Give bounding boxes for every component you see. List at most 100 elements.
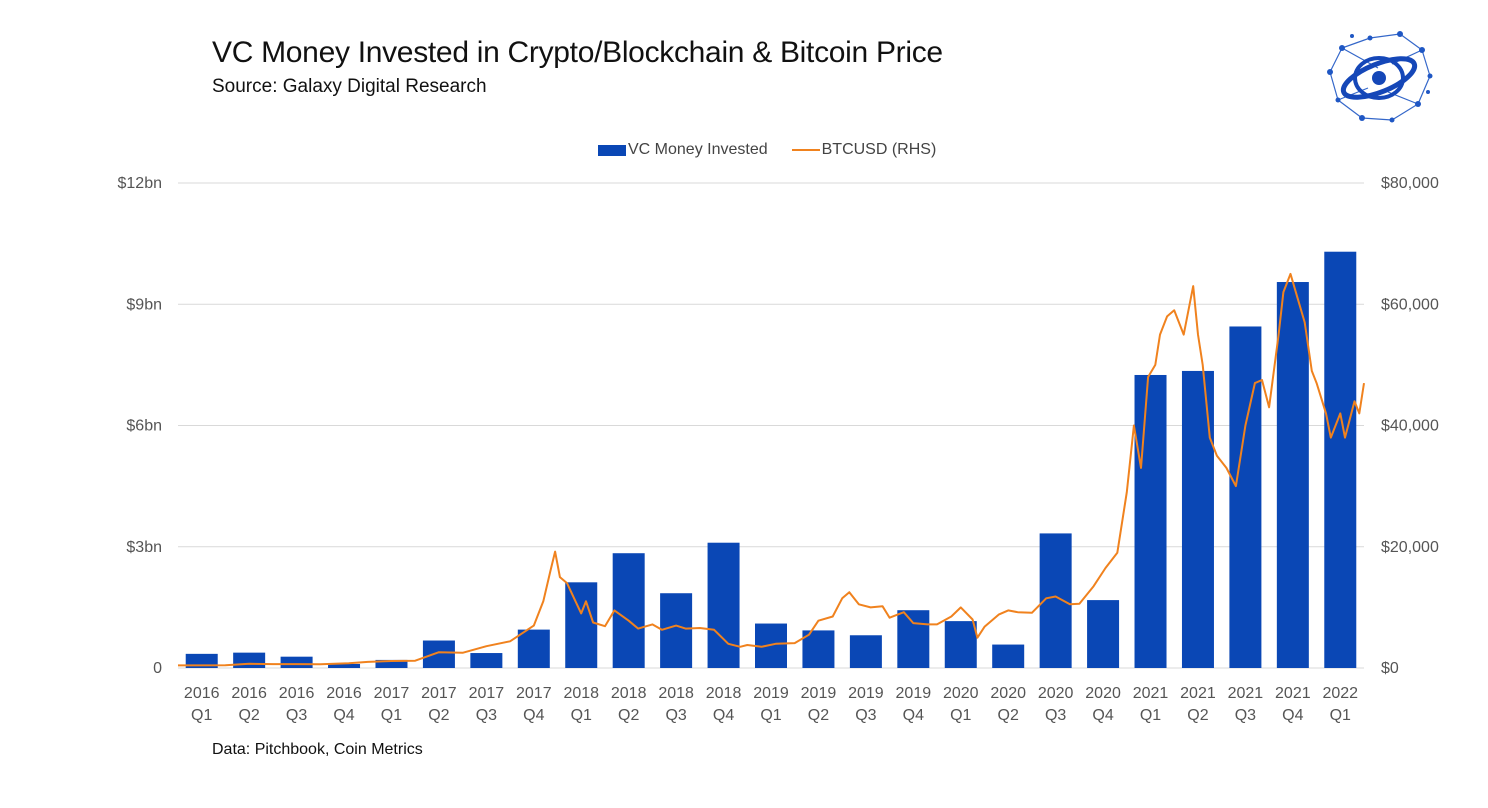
bar bbox=[1324, 251, 1357, 669]
left-axis: 0 $3bn $6bn $9bn $12bn bbox=[118, 175, 163, 677]
bar bbox=[1181, 370, 1214, 668]
x-tick-year: 2020 bbox=[1038, 685, 1074, 702]
x-tick-quarter: Q2 bbox=[428, 707, 449, 724]
x-tick-quarter: Q2 bbox=[618, 707, 639, 724]
x-tick-year: 2017 bbox=[469, 685, 505, 702]
x-tick-quarter: Q1 bbox=[950, 707, 971, 724]
left-tick-label: 0 bbox=[153, 660, 162, 677]
x-tick-quarter: Q4 bbox=[1282, 707, 1303, 724]
x-tick-year: 2019 bbox=[753, 685, 789, 702]
x-tick-quarter: Q1 bbox=[760, 707, 781, 724]
bar bbox=[565, 582, 598, 668]
x-tick-quarter: Q1 bbox=[191, 707, 212, 724]
bar bbox=[944, 621, 977, 668]
bar bbox=[233, 652, 266, 668]
x-tick-year: 2018 bbox=[611, 685, 647, 702]
bar bbox=[328, 663, 361, 668]
bar-series bbox=[185, 251, 1357, 669]
x-tick-quarter: Q4 bbox=[523, 707, 544, 724]
bar bbox=[1134, 374, 1167, 668]
bar bbox=[897, 610, 930, 668]
x-tick-year: 2021 bbox=[1180, 685, 1216, 702]
x-tick-year: 2022 bbox=[1322, 685, 1358, 702]
right-tick-label: $20,000 bbox=[1381, 539, 1439, 556]
x-tick-year: 2019 bbox=[848, 685, 884, 702]
bar bbox=[375, 659, 408, 668]
bar bbox=[660, 593, 693, 668]
x-tick-quarter: Q3 bbox=[665, 707, 686, 724]
x-tick-year: 2016 bbox=[326, 685, 362, 702]
chart-legend: VC Money Invested BTCUSD (RHS) bbox=[598, 139, 960, 161]
x-tick-quarter: Q3 bbox=[1045, 707, 1066, 724]
x-tick-quarter: Q4 bbox=[333, 707, 354, 724]
x-tick-year: 2021 bbox=[1275, 685, 1311, 702]
left-tick-label: $6bn bbox=[126, 418, 162, 435]
x-tick-year: 2020 bbox=[943, 685, 979, 702]
x-tick-year: 2016 bbox=[184, 685, 220, 702]
x-tick-quarter: Q2 bbox=[1187, 707, 1208, 724]
left-tick-label: $12bn bbox=[118, 175, 163, 192]
x-tick-year: 2020 bbox=[990, 685, 1026, 702]
x-tick-year: 2017 bbox=[374, 685, 410, 702]
bar bbox=[1229, 326, 1262, 668]
legend-label-btc: BTCUSD (RHS) bbox=[821, 141, 937, 158]
x-tick-quarter: Q1 bbox=[381, 707, 402, 724]
bar bbox=[707, 542, 740, 668]
right-tick-label: $40,000 bbox=[1381, 418, 1439, 435]
x-tick-quarter: Q3 bbox=[855, 707, 876, 724]
x-tick-quarter: Q3 bbox=[476, 707, 497, 724]
data-source-note: Data: Pitchbook, Coin Metrics bbox=[212, 741, 423, 758]
right-axis: $0 $20,000 $40,000 $60,000 $80,000 bbox=[1381, 175, 1439, 677]
bar bbox=[470, 653, 503, 668]
legend-swatch-bar bbox=[598, 144, 626, 156]
x-tick-year: 2016 bbox=[279, 685, 315, 702]
right-tick-label: $60,000 bbox=[1381, 296, 1439, 313]
line-series bbox=[177, 272, 1365, 667]
x-tick-year: 2020 bbox=[1085, 685, 1121, 702]
x-tick-quarter: Q2 bbox=[808, 707, 829, 724]
legend-item-btc: BTCUSD (RHS) bbox=[791, 141, 937, 159]
x-tick-quarter: Q1 bbox=[1140, 707, 1161, 724]
bar bbox=[849, 635, 882, 668]
legend-label-vc: VC Money Invested bbox=[628, 141, 768, 158]
x-tick-year: 2017 bbox=[421, 685, 457, 702]
x-tick-quarter: Q1 bbox=[571, 707, 592, 724]
x-axis: 2016 Q1 2016 Q2 2016 Q3 2016 Q4 2017 Q1 2017 Q2 2017… bbox=[184, 685, 1358, 724]
x-tick-quarter: Q3 bbox=[286, 707, 307, 724]
x-tick-year: 2021 bbox=[1133, 685, 1169, 702]
bar bbox=[1276, 282, 1309, 668]
x-tick-year: 2018 bbox=[706, 685, 742, 702]
x-tick-quarter: Q2 bbox=[998, 707, 1019, 724]
x-tick-quarter: Q4 bbox=[713, 707, 734, 724]
x-tick-quarter: Q4 bbox=[1092, 707, 1113, 724]
bar bbox=[612, 553, 645, 668]
x-tick-quarter: Q3 bbox=[1235, 707, 1256, 724]
x-tick-year: 2019 bbox=[896, 685, 932, 702]
bar bbox=[992, 644, 1025, 668]
x-tick-quarter: Q2 bbox=[238, 707, 259, 724]
legend-swatch-line bbox=[791, 149, 820, 151]
x-tick-quarter: Q1 bbox=[1330, 707, 1351, 724]
x-tick-year: 2021 bbox=[1228, 685, 1264, 702]
legend-item-vc: VC Money Invested bbox=[598, 141, 768, 159]
chart-subtitle: Source: Galaxy Digital Research bbox=[212, 76, 487, 97]
bar bbox=[422, 640, 455, 668]
bar bbox=[280, 656, 313, 668]
galaxy-network-logo-icon bbox=[1327, 31, 1433, 123]
left-tick-label: $9bn bbox=[126, 296, 162, 313]
x-tick-year: 2019 bbox=[801, 685, 837, 702]
bar bbox=[802, 630, 835, 668]
right-tick-label: $80,000 bbox=[1381, 175, 1439, 192]
x-tick-year: 2016 bbox=[231, 685, 267, 702]
chart-title: VC Money Invested in Crypto/Blockchain &… bbox=[212, 36, 943, 69]
x-tick-year: 2018 bbox=[563, 685, 599, 702]
left-tick-label: $3bn bbox=[126, 539, 162, 556]
x-tick-year: 2017 bbox=[516, 685, 552, 702]
x-tick-quarter: Q4 bbox=[903, 707, 924, 724]
x-tick-year: 2018 bbox=[658, 685, 694, 702]
right-tick-label: $0 bbox=[1381, 660, 1399, 677]
btc-price-line bbox=[177, 272, 1365, 667]
bar bbox=[1087, 600, 1120, 668]
bar bbox=[517, 629, 550, 668]
